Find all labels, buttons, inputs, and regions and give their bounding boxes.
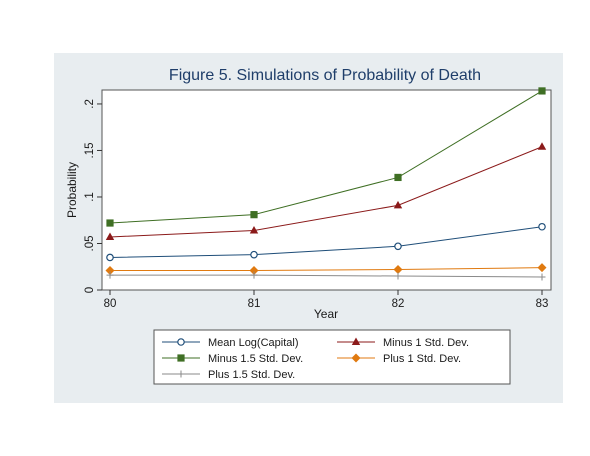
data-point bbox=[538, 87, 546, 95]
data-point bbox=[250, 211, 258, 219]
data-point bbox=[538, 222, 546, 231]
plot-area bbox=[101, 89, 552, 291]
series-4 bbox=[106, 271, 546, 281]
series-layer bbox=[105, 87, 547, 281]
series-0 bbox=[106, 222, 546, 262]
data-point bbox=[249, 225, 259, 234]
legend-item: Plus 1 Std. Dev. bbox=[337, 353, 461, 365]
series-line bbox=[109, 146, 543, 238]
series-1 bbox=[105, 142, 547, 240]
y-axis: 0 .05 .1 .15 .2 bbox=[84, 99, 102, 293]
legend-item: Minus 1.5 Std. Dev. bbox=[162, 353, 303, 365]
series-line bbox=[109, 90, 543, 224]
y-tick-label: .1 bbox=[84, 192, 96, 202]
data-point bbox=[537, 263, 547, 273]
x-tick-label: 82 bbox=[392, 298, 405, 310]
legend-marker bbox=[351, 337, 361, 345]
x-axis: 80 81 82 83 bbox=[104, 290, 549, 310]
y-tick-label: 0 bbox=[84, 287, 96, 293]
y-tick-label: .15 bbox=[84, 142, 96, 158]
series-2 bbox=[106, 87, 546, 227]
x-tick-label: 80 bbox=[104, 298, 117, 310]
legend-label: Plus 1 Std. Dev. bbox=[383, 353, 461, 365]
data-point bbox=[394, 272, 402, 280]
data-point bbox=[393, 200, 403, 209]
legend-label: Minus 1.5 Std. Dev. bbox=[208, 353, 303, 365]
y-tick-label: .05 bbox=[84, 235, 96, 251]
legend-box bbox=[153, 329, 511, 385]
legend-marker bbox=[177, 370, 185, 378]
x-tick-label: 83 bbox=[536, 298, 549, 310]
data-point bbox=[393, 265, 403, 275]
data-point bbox=[250, 250, 258, 259]
legend-marker bbox=[177, 354, 185, 362]
legend: Mean Log(Capital) Minus 1 Std. Dev. Minus … bbox=[162, 337, 469, 381]
data-point bbox=[105, 265, 115, 275]
data-point bbox=[394, 242, 402, 251]
data-point bbox=[249, 265, 259, 275]
y-tick-label: .2 bbox=[84, 99, 96, 109]
legend-marker bbox=[351, 353, 361, 363]
data-point bbox=[538, 273, 546, 281]
series-line bbox=[110, 274, 543, 278]
chart-title: Figure 5. Simulations of Probability of … bbox=[169, 67, 481, 84]
legend-label: Plus 1.5 Std. Dev. bbox=[208, 369, 295, 381]
series-3 bbox=[105, 263, 547, 275]
series-line bbox=[109, 226, 543, 258]
x-axis-label: Year bbox=[314, 307, 338, 321]
data-point bbox=[250, 271, 258, 279]
data-point bbox=[106, 271, 114, 279]
chart-svg: Figure 5. Simulations of Probability of … bbox=[65, 67, 552, 385]
data-point bbox=[394, 173, 402, 182]
legend-label: Mean Log(Capital) bbox=[208, 337, 299, 349]
data-point bbox=[106, 219, 114, 227]
data-point bbox=[105, 232, 115, 240]
chart-frame: Figure 5. Simulations of Probability of … bbox=[54, 53, 563, 403]
legend-item: Minus 1 Std. Dev. bbox=[337, 337, 469, 349]
legend-label: Minus 1 Std. Dev. bbox=[383, 337, 469, 349]
data-point bbox=[106, 253, 114, 262]
series-line bbox=[110, 267, 543, 271]
legend-item: Plus 1.5 Std. Dev. bbox=[162, 369, 295, 381]
data-point bbox=[537, 142, 547, 150]
legend-item: Mean Log(Capital) bbox=[162, 337, 299, 349]
x-tick-label: 81 bbox=[248, 298, 261, 310]
y-axis-label: Probability bbox=[65, 162, 79, 218]
legend-marker bbox=[177, 338, 185, 346]
